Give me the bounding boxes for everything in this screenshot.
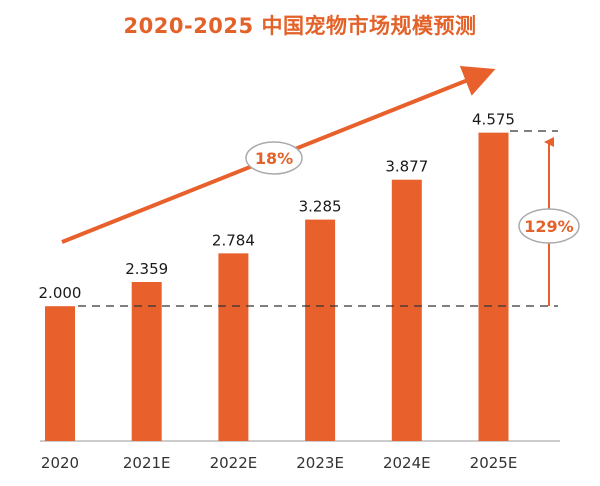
bar-2020 [45,306,75,441]
x-tick-label: 2024E [383,454,431,472]
bars-group: 2.000 2020 2.359 2021E 2.784 2022E 3.285 2023E 3… [39,111,518,472]
bar-value-label: 3.877 [385,158,428,176]
growth-rate-badge [245,141,303,175]
x-tick-label: 2022E [210,454,258,472]
x-tick-label: 2023E [296,454,344,472]
bar-value-label: 3.285 [299,198,342,216]
bar-2022E [218,253,249,441]
total-growth-label: 129% [524,217,573,236]
bar-2021E [131,282,162,441]
bar-2025E [478,132,509,441]
bar-value-label: 2.784 [212,231,255,249]
chart-title: 2020-2025 中国宠物市场规模预测 [123,14,477,38]
total-growth-badge [518,208,580,244]
x-tick-label: 2025E [470,454,518,472]
bar-value-label: 2.359 [125,260,168,278]
x-tick-label: 2020 [41,454,79,472]
bar-value-label: 4.575 [472,111,515,129]
bar-2023E [305,219,336,441]
bar-2024E [391,179,422,442]
x-tick-label: 2021E [123,454,171,472]
bar-value-label: 2.000 [39,284,82,302]
growth-rate-label: 18% [255,149,293,168]
